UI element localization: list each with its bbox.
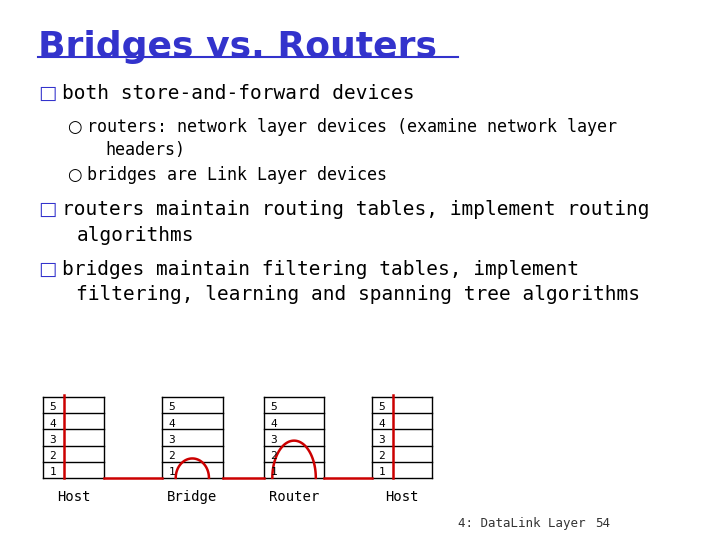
Text: 4: 4 xyxy=(378,418,385,429)
Text: 1: 1 xyxy=(378,467,385,477)
Text: filtering, learning and spanning tree algorithms: filtering, learning and spanning tree al… xyxy=(76,285,640,304)
Text: Host: Host xyxy=(385,490,419,504)
Text: 5: 5 xyxy=(50,402,56,413)
Text: bridges maintain filtering tables, implement: bridges maintain filtering tables, imple… xyxy=(63,260,580,279)
Text: 4: DataLink Layer: 4: DataLink Layer xyxy=(458,517,585,530)
Text: Host: Host xyxy=(57,490,90,504)
Text: □: □ xyxy=(38,84,57,103)
Text: headers): headers) xyxy=(105,141,185,159)
Text: 4: 4 xyxy=(168,418,175,429)
Text: 3: 3 xyxy=(270,435,277,445)
Text: 2: 2 xyxy=(50,451,56,461)
Text: 2: 2 xyxy=(270,451,277,461)
Text: 4: 4 xyxy=(50,418,56,429)
Text: 2: 2 xyxy=(378,451,385,461)
Text: 1: 1 xyxy=(50,467,56,477)
Text: routers maintain routing tables, implement routing: routers maintain routing tables, impleme… xyxy=(63,200,650,219)
Text: Bridges vs. Routers: Bridges vs. Routers xyxy=(38,30,437,64)
Text: routers: network layer devices (examine network layer: routers: network layer devices (examine … xyxy=(87,118,617,136)
Text: Bridge: Bridge xyxy=(167,490,217,504)
Text: 1: 1 xyxy=(270,467,277,477)
Text: 2: 2 xyxy=(168,451,175,461)
Text: ○: ○ xyxy=(67,166,81,184)
Text: 4: 4 xyxy=(270,418,277,429)
Text: 3: 3 xyxy=(50,435,56,445)
Text: 54: 54 xyxy=(595,517,611,530)
Text: 3: 3 xyxy=(378,435,385,445)
Text: 1: 1 xyxy=(168,467,175,477)
Text: 3: 3 xyxy=(168,435,175,445)
Text: both store-and-forward devices: both store-and-forward devices xyxy=(63,84,415,103)
Text: algorithms: algorithms xyxy=(76,226,194,245)
Text: □: □ xyxy=(38,200,57,219)
Text: 5: 5 xyxy=(378,402,385,413)
Text: bridges are Link Layer devices: bridges are Link Layer devices xyxy=(87,166,387,184)
Text: 5: 5 xyxy=(270,402,277,413)
Text: ○: ○ xyxy=(67,118,81,136)
Text: Router: Router xyxy=(269,490,319,504)
Text: □: □ xyxy=(38,260,57,279)
Text: 5: 5 xyxy=(168,402,175,413)
